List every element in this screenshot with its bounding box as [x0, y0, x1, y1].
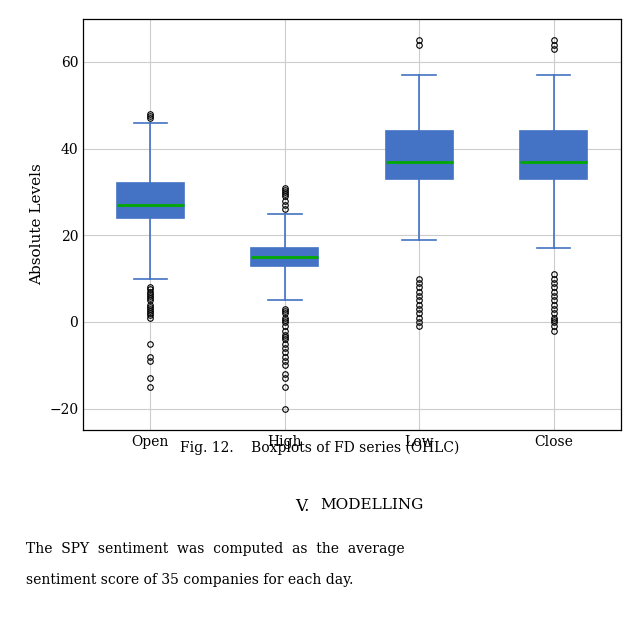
- PathPatch shape: [385, 131, 453, 179]
- PathPatch shape: [251, 248, 319, 266]
- PathPatch shape: [520, 131, 588, 179]
- Y-axis label: Absolute Levels: Absolute Levels: [29, 163, 44, 285]
- Text: Fig. 12.    Boxplots of FD series (OHLC): Fig. 12. Boxplots of FD series (OHLC): [180, 441, 460, 455]
- Text: V.: V.: [295, 498, 320, 515]
- PathPatch shape: [116, 183, 184, 218]
- Text: MODELLING: MODELLING: [320, 498, 424, 513]
- Text: sentiment score of 35 companies for each day.: sentiment score of 35 companies for each…: [26, 573, 353, 587]
- Text: The  SPY  sentiment  was  computed  as  the  average: The SPY sentiment was computed as the av…: [26, 542, 404, 556]
